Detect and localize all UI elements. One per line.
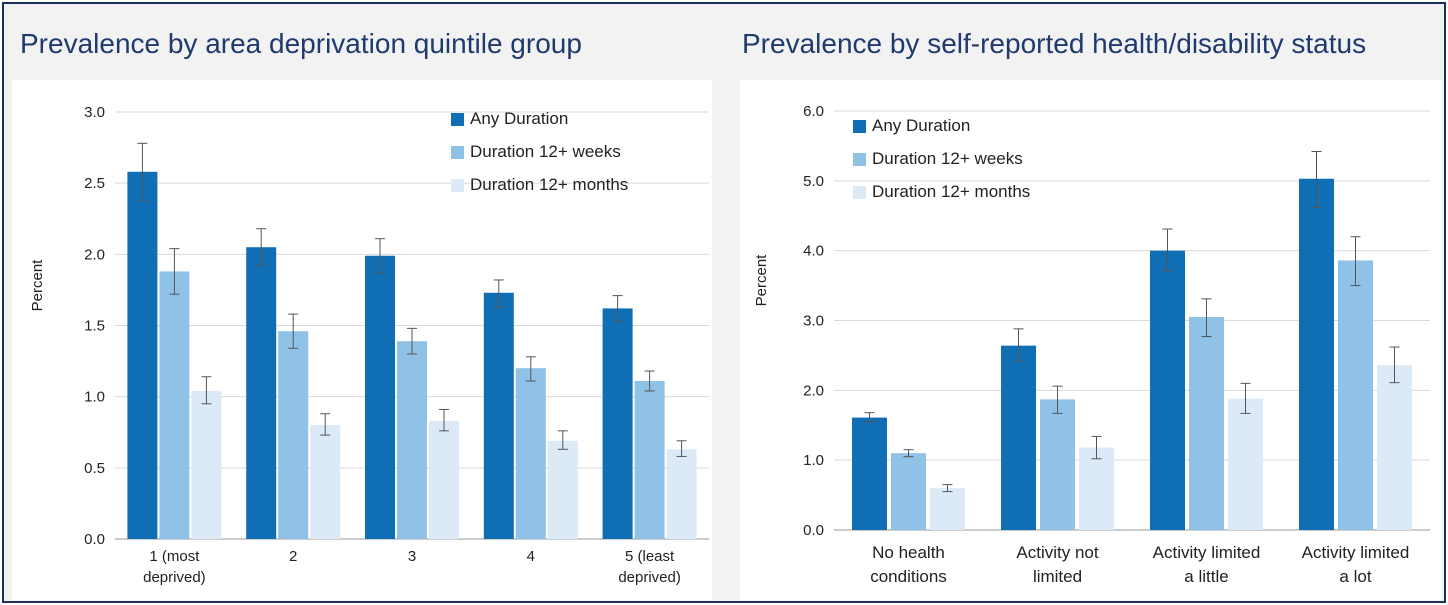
deprivation-bar	[602, 308, 633, 539]
legend-swatch	[853, 153, 866, 166]
x-category-label: 5 (least deprived)	[618, 548, 681, 586]
x-category-label: Activity limited a little	[1153, 543, 1261, 586]
y-tick-label: 3.0	[84, 104, 105, 121]
health-status-chart: 0.0 1.0 2.0 3.0 4.0 5.0 6.0 Percent No health con…	[740, 80, 1442, 600]
x-category-label-line: deprived)	[618, 569, 681, 586]
deprivation-bar	[310, 425, 341, 539]
legend-label: Any Duration	[470, 109, 568, 128]
deprivation-bar	[666, 449, 697, 539]
y-tick-label: 0.5	[84, 460, 105, 477]
health-bar	[930, 488, 965, 530]
health-bar	[1001, 345, 1036, 530]
y-tick-label: 2.5	[84, 175, 105, 192]
deprivation-bar	[191, 390, 222, 539]
x-category-label-line: Activity limited	[1153, 543, 1261, 562]
deprivation-bar	[278, 331, 309, 539]
health-bar	[852, 417, 887, 530]
deprivation-bar	[397, 341, 427, 539]
y-tick-label: 1.0	[84, 389, 105, 406]
y-axis-title: Percent	[29, 259, 46, 312]
y-tick-label: 0.0	[84, 531, 105, 548]
x-category-label: Activity limited a lot	[1302, 543, 1410, 586]
health-bar	[891, 453, 926, 530]
deprivation-bar	[365, 255, 395, 540]
legend-swatch	[853, 186, 866, 199]
deprivation-chart: 0.0 0.5 1.0 1.5 2.0 2.5 3.0 Percent 1 (most depri…	[12, 80, 712, 600]
y-tick-label: 4.0	[803, 243, 824, 260]
deprivation-bar	[127, 171, 158, 539]
deprivation-bar	[515, 368, 546, 539]
x-category-label-line: 5 (least	[625, 548, 675, 565]
x-category-label: 4	[527, 548, 535, 565]
y-axis-title: Percent	[753, 254, 770, 307]
deprivation-bar	[547, 440, 578, 539]
x-category-label-line: a lot	[1339, 567, 1371, 586]
legend-label: Any Duration	[872, 116, 970, 135]
deprivation-bar	[159, 271, 190, 539]
x-category-label-line: Activity not	[1016, 543, 1098, 562]
y-tick-label: 1.5	[84, 318, 105, 335]
legend-label: Duration 12+ weeks	[470, 142, 621, 161]
deprivation-bar	[246, 247, 277, 539]
health-bar	[1377, 365, 1412, 530]
x-category-label-line: 2	[289, 548, 297, 565]
x-category-label-line: 4	[527, 548, 535, 565]
x-category-label-line: Activity limited	[1302, 543, 1410, 562]
y-tick-label: 1.0	[803, 452, 824, 469]
health-bar	[1079, 447, 1114, 530]
left-chart-title: Prevalence by area deprivation quintile …	[20, 28, 582, 59]
deprivation-bar	[483, 292, 514, 539]
legend-swatch	[451, 179, 464, 192]
health-bar	[1040, 399, 1075, 530]
x-category-label-line: a little	[1184, 567, 1228, 586]
legend-swatch	[451, 113, 464, 126]
legend-swatch	[451, 146, 464, 159]
health-bar	[1228, 398, 1263, 530]
x-category-label-line: No health	[872, 543, 945, 562]
health-bar	[1150, 250, 1185, 530]
x-category-label: No health conditions	[870, 543, 947, 586]
right-chart-title: Prevalence by self-reported health/disab…	[742, 28, 1367, 59]
y-tick-label: 3.0	[803, 313, 824, 330]
y-tick-label: 6.0	[803, 103, 824, 120]
x-category-label: 1 (most deprived)	[143, 548, 206, 586]
y-tick-label: 0.0	[803, 522, 824, 539]
deprivation-bar	[634, 381, 665, 539]
legend-label: Duration 12+ months	[872, 182, 1030, 201]
x-category-label-line: 1 (most	[149, 548, 200, 565]
x-category-label: 3	[408, 548, 416, 565]
health-bar	[1189, 317, 1224, 530]
legend-swatch	[853, 120, 866, 133]
y-tick-label: 5.0	[803, 173, 824, 190]
deprivation-bar	[429, 420, 459, 539]
x-category-label-line: 3	[408, 548, 416, 565]
y-tick-label: 2.0	[84, 246, 105, 263]
legend-label: Duration 12+ weeks	[872, 149, 1023, 168]
x-category-label: Activity not limited	[1016, 543, 1098, 586]
legend-label: Duration 12+ months	[470, 175, 628, 194]
x-category-label: 2	[289, 548, 297, 565]
x-category-label-line: conditions	[870, 567, 947, 586]
x-category-label-line: deprived)	[143, 569, 206, 586]
health-bar	[1338, 260, 1373, 530]
y-tick-label: 2.0	[803, 382, 824, 399]
health-bar	[1299, 178, 1334, 530]
x-category-label-line: limited	[1033, 567, 1082, 586]
